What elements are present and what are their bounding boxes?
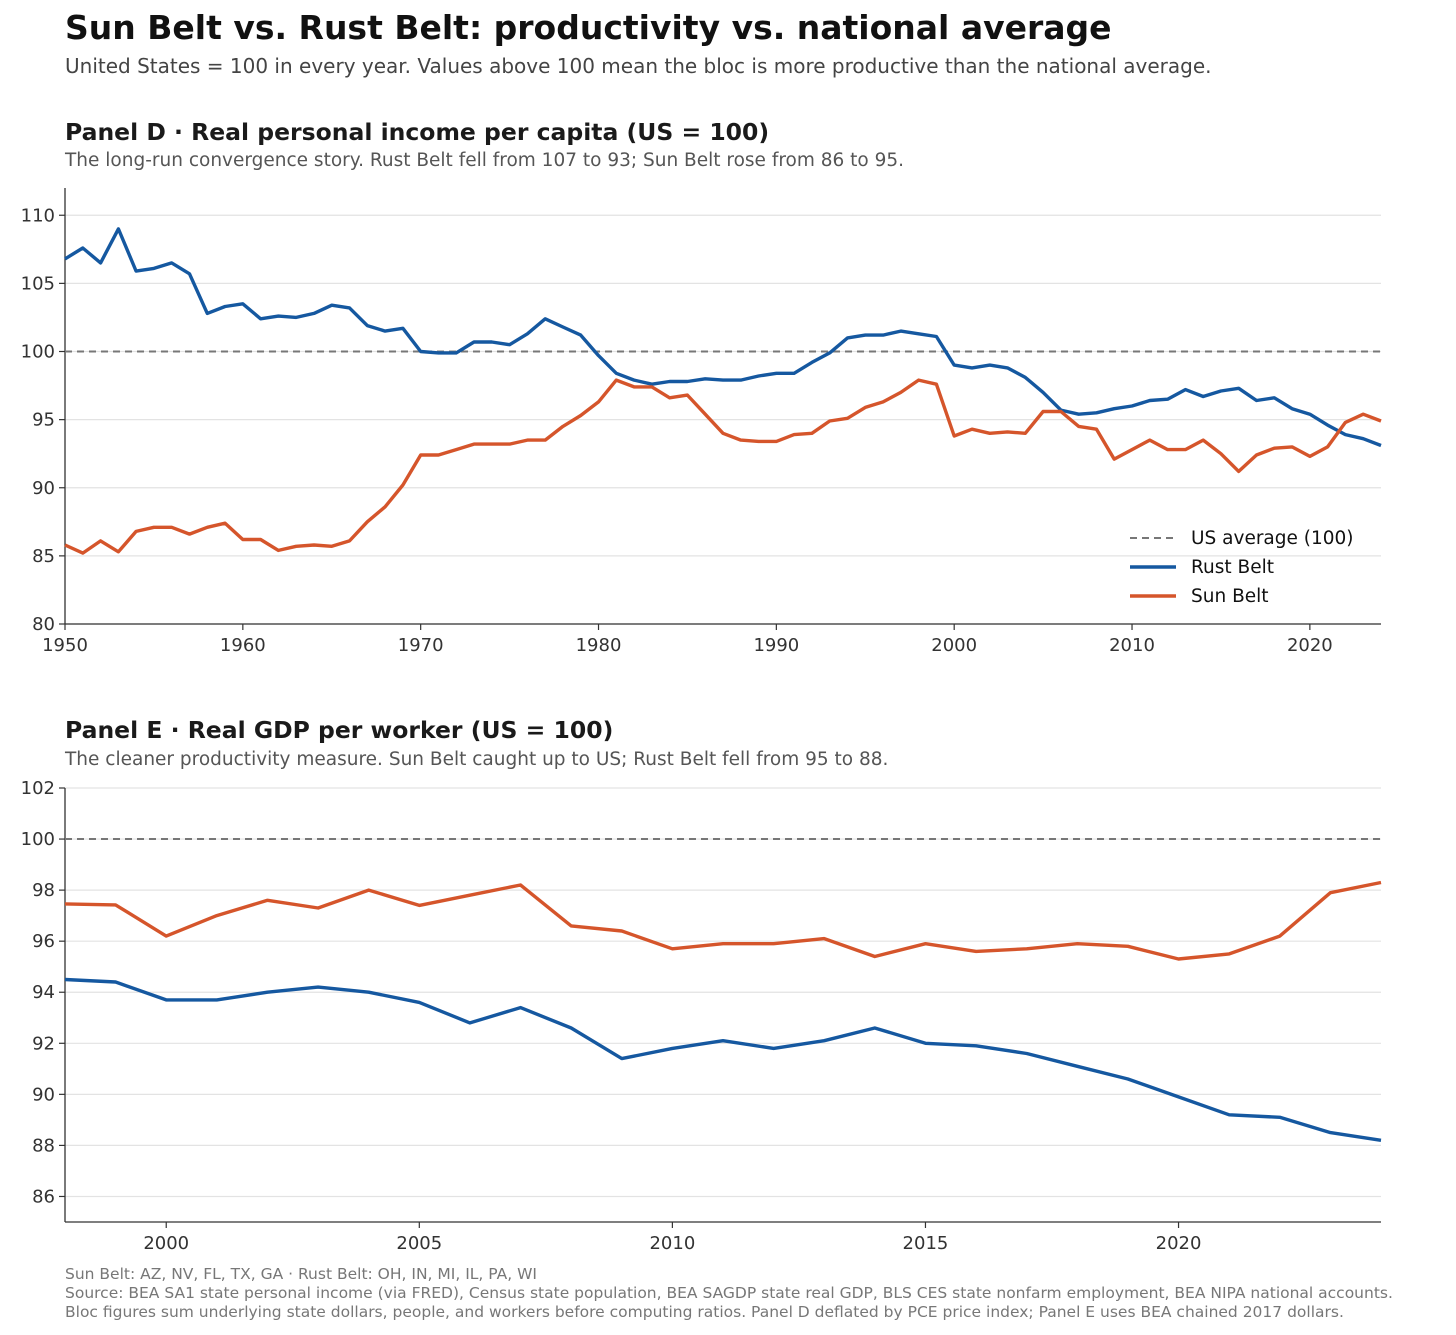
panel-d-plot: 80 85 90 95 100 105 110 1950 1960 1970 1980 1990 200… bbox=[21, 188, 1382, 656]
legend-label: Rust Belt bbox=[1191, 557, 1274, 578]
series-line-sun-belt bbox=[64, 880, 1382, 961]
figure-subtitle: United States = 100 in every year. Value… bbox=[65, 54, 1212, 78]
x-tick-label: 2010 bbox=[649, 1233, 695, 1254]
x-tick-label: 1950 bbox=[42, 635, 88, 656]
panel-e-subtitle: The cleaner productivity measure. Sun Be… bbox=[65, 749, 889, 770]
y-tick-label: 100 bbox=[21, 829, 55, 850]
y-tick-label: 102 bbox=[21, 778, 55, 799]
series-line-rust-belt bbox=[64, 977, 1382, 1142]
footer-methodology: Bloc figures sum underlying state dollar… bbox=[65, 1303, 1344, 1321]
y-tick-label: 80 bbox=[32, 614, 55, 635]
y-tick-label: 98 bbox=[32, 880, 55, 901]
legend: US average (100) Rust Belt Sun Belt bbox=[1130, 528, 1354, 607]
x-tick-label: 2000 bbox=[143, 1233, 189, 1254]
y-tick-label: 90 bbox=[32, 1084, 55, 1105]
footer-regions: Sun Belt: AZ, NV, FL, TX, GA · Rust Belt… bbox=[65, 1265, 537, 1283]
legend-item-rust-belt: Rust Belt bbox=[1130, 557, 1274, 578]
panel-e-title: Panel E · Real GDP per worker (US = 100) bbox=[65, 716, 614, 744]
y-tick-label: 96 bbox=[32, 931, 55, 952]
x-tick-label: 2020 bbox=[1287, 635, 1333, 656]
series-line-rust-belt bbox=[64, 227, 1382, 448]
legend-label: Sun Belt bbox=[1191, 586, 1269, 607]
y-tick-label: 94 bbox=[32, 982, 55, 1003]
panel-d-title: Panel D · Real personal income per capit… bbox=[65, 118, 770, 146]
y-tick-label: 110 bbox=[21, 205, 55, 226]
x-tick-label: 2020 bbox=[1156, 1233, 1202, 1254]
y-tick-label: 95 bbox=[32, 410, 55, 431]
x-tick-label: 2010 bbox=[1109, 635, 1155, 656]
y-tick-label: 86 bbox=[32, 1186, 55, 1207]
x-tick-label: 1970 bbox=[398, 635, 444, 656]
panel-e-plot: 86 88 90 92 94 96 98 100 102 2000 2005 2010 2015 2020 bbox=[21, 778, 1382, 1254]
panel-d-subtitle: The long-run convergence story. Rust Bel… bbox=[65, 150, 905, 171]
legend-item-sun-belt: Sun Belt bbox=[1130, 586, 1269, 607]
y-tick-label: 85 bbox=[32, 546, 55, 567]
legend-label: US average (100) bbox=[1191, 528, 1354, 549]
y-tick-label: 88 bbox=[32, 1135, 55, 1156]
x-tick-label: 2000 bbox=[931, 635, 977, 656]
y-tick-label: 105 bbox=[21, 273, 55, 294]
y-tick-label: 100 bbox=[21, 342, 55, 363]
x-tick-label: 2015 bbox=[903, 1233, 949, 1254]
x-tick-label: 1960 bbox=[220, 635, 266, 656]
y-tick-label: 92 bbox=[32, 1033, 55, 1054]
x-tick-label: 2005 bbox=[396, 1233, 442, 1254]
footer-source: Source: BEA SA1 state personal income (v… bbox=[65, 1284, 1393, 1302]
figure-title: Sun Belt vs. Rust Belt: productivity vs.… bbox=[65, 8, 1112, 47]
x-tick-label: 1990 bbox=[753, 635, 799, 656]
y-tick-label: 90 bbox=[32, 478, 55, 499]
series-line-sun-belt bbox=[64, 378, 1382, 555]
legend-item-us-average: US average (100) bbox=[1130, 528, 1354, 549]
x-tick-label: 1980 bbox=[576, 635, 622, 656]
